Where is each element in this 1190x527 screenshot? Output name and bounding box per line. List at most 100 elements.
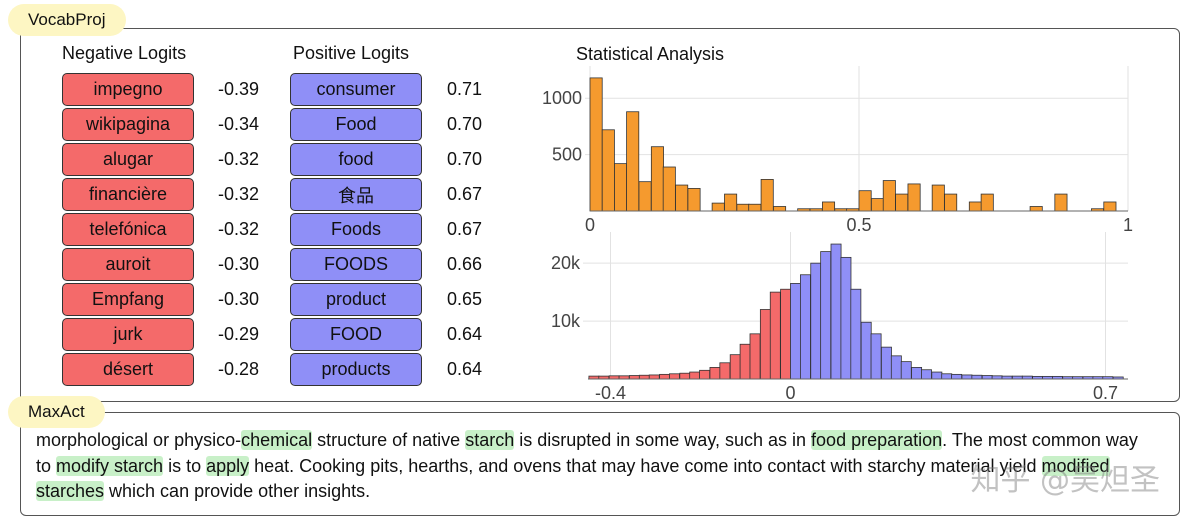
x-tick-label: -0.4 [595,383,626,403]
highlighted-token: modified [1041,455,1110,476]
histogram-bar [719,362,731,380]
histogram-bar [699,369,711,380]
histogram-bar [662,166,676,212]
histogram-bar [749,333,761,380]
histogram-bar [968,201,982,212]
negative-token: wikipagina [62,108,194,141]
histogram-bar [895,193,909,212]
positive-value: 0.67 [447,219,483,239]
negative-token: jurk [62,318,194,351]
positive-value: 0.64 [447,324,483,344]
maxact-text: morphological or physico-chemical struct… [36,428,1156,505]
text-segment: is to [163,455,207,476]
histogram-bar [769,291,781,380]
histogram-bar [759,309,771,380]
histogram-bar [689,371,701,380]
negative-token: Empfang [62,283,194,316]
histogram-bar [931,371,943,380]
histogram-bar [907,183,921,212]
text-segment: structure of native [312,430,466,450]
negative-token: impegno [62,73,194,106]
histogram-bar [870,198,884,212]
histogram-bar [626,111,640,212]
histogram-bar [601,129,615,212]
histogram-bar [748,203,762,212]
negative-token: financière [62,178,194,211]
text-segment: which can provide other insights. [104,481,371,501]
x-tick-label: 1 [1123,215,1133,235]
histogram-bar [648,374,660,380]
negative-value: -0.39 [218,79,260,99]
histogram-bar [799,274,811,380]
negative-value: -0.32 [218,219,260,239]
text-segment: . The most common way to [36,430,1138,476]
histogram-bar [709,367,721,380]
positive-token: consumer [290,73,422,106]
positive-token: product [290,283,422,316]
negative-value: -0.32 [218,149,260,169]
histogram-bar [760,179,774,212]
vocabproj-tag: VocabProj [8,4,126,36]
positive-value: 0.67 [447,184,483,204]
positive-token: Foods [290,213,422,246]
histogram-bar [1054,193,1068,212]
text-segment: morphological or physico- [36,430,242,450]
histogram-bar [1103,201,1117,212]
positive-token: food [290,143,422,176]
histogram-bar [858,190,872,212]
negative-value: -0.28 [218,359,260,379]
negative-value: -0.30 [218,254,260,274]
highlighted-token: chemical [241,430,313,450]
histogram-bar [773,206,787,212]
negative-token: alugar [62,143,194,176]
negative-value: -0.30 [218,289,260,309]
histogram-bar [659,373,671,380]
negative-value: -0.29 [218,324,260,344]
histogram-bar [739,343,751,380]
positive-value: 0.70 [447,114,483,134]
positive-token: 食品 [290,178,422,211]
histogram-bar [780,288,792,380]
positive-token: Food [290,108,422,141]
logit-histogram: 10k 20k -0.4 0 0.7 [551,232,1128,403]
histogram-bar [736,203,750,212]
positive-value: 0.70 [447,149,483,169]
y-tick-label: 10k [551,311,581,331]
histogram-bar [679,372,691,380]
histogram-bar [890,355,902,380]
negative-token: telefónica [62,213,194,246]
y-tick-label: 1000 [542,88,582,108]
histogram-bar [687,188,701,212]
histogram-bar [840,256,852,380]
positive-token: products [290,353,422,386]
highlighted-token: modify starch [56,455,164,476]
negative-value: -0.34 [218,114,260,134]
histogram-bar [870,333,882,380]
x-tick-label: 0 [785,383,795,403]
histogram-bar [981,375,993,380]
negative-token: désert [62,353,194,386]
histogram-bar [650,146,664,212]
y-tick-label: 20k [551,253,581,273]
histogram-bar [1029,206,1043,212]
histogram-bar [971,374,983,380]
highlighted-token: apply [206,455,250,476]
x-tick-label: 0.7 [1093,383,1118,403]
activation-histogram: 500 1000 0 0.5 1 [542,66,1133,235]
histogram-bar [921,369,932,380]
watermark: 知乎 @吴炟圣 [970,463,1160,498]
positive-token: FOODS [290,248,422,281]
histogram-bar [822,201,836,212]
histogram-bar [614,163,628,212]
histogram-bar [880,346,892,380]
histogram-bar [931,184,945,212]
histogram-bar [980,193,994,212]
histogram-bar [629,375,640,380]
statistical-analysis-title: Statistical Analysis [576,44,725,64]
negative-logits-title: Negative Logits [62,43,187,63]
text-segment: heat. Cooking pits, hearths, and ovens t… [249,455,1042,476]
highlighted-token: starches [36,481,105,501]
histogram-bar [882,180,896,212]
histogram-bar [729,354,741,380]
highlighted-token: starch [465,430,515,450]
